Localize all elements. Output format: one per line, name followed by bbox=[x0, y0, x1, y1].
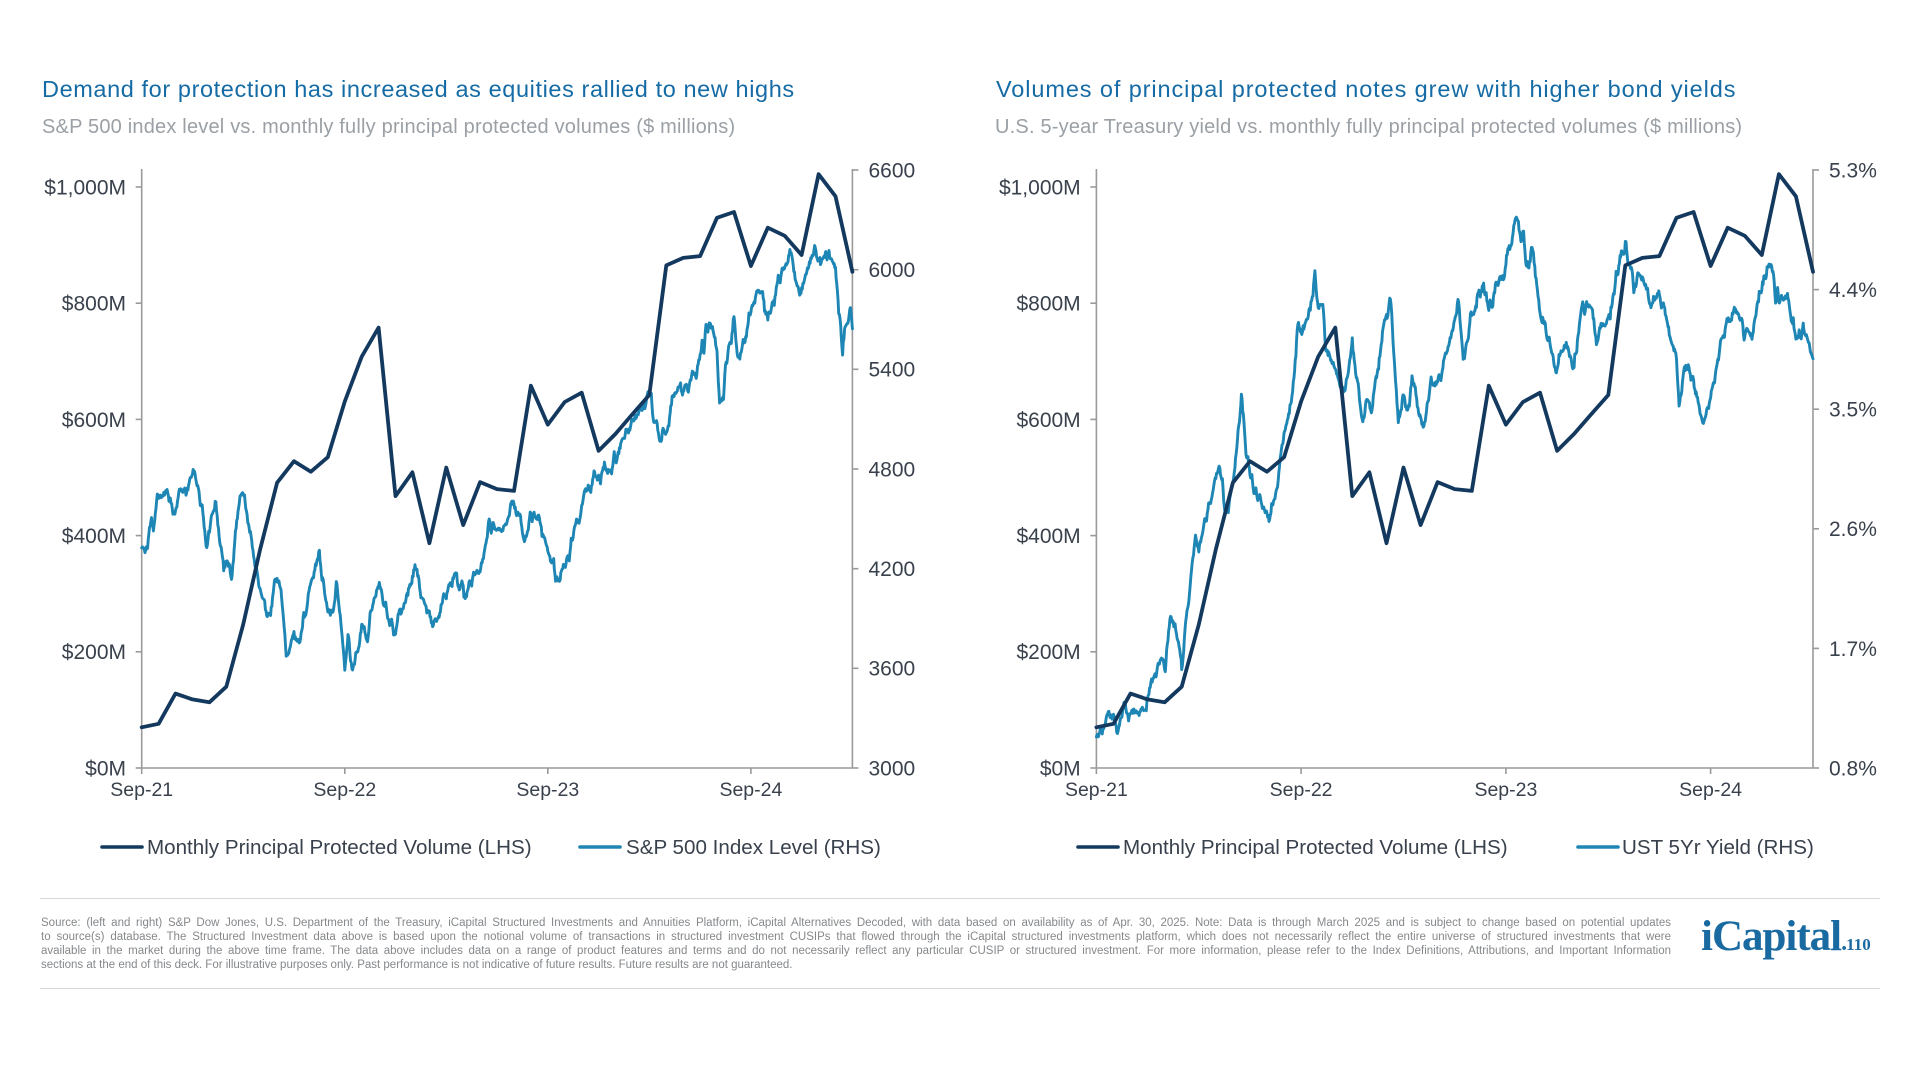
svg-text:UST 5Yr Yield (RHS): UST 5Yr Yield (RHS) bbox=[1622, 836, 1814, 859]
svg-text:6000: 6000 bbox=[869, 259, 916, 282]
svg-text:3000: 3000 bbox=[869, 757, 916, 780]
svg-text:Sep-21: Sep-21 bbox=[1065, 779, 1128, 801]
svg-text:6600: 6600 bbox=[869, 159, 916, 182]
svg-text:Sep-24: Sep-24 bbox=[719, 779, 782, 801]
svg-text:$0M: $0M bbox=[85, 757, 126, 780]
svg-text:Sep-22: Sep-22 bbox=[1270, 779, 1333, 801]
svg-text:Monthly Principal Protected Vo: Monthly Principal Protected Volume (LHS) bbox=[147, 836, 532, 859]
svg-text:$600M: $600M bbox=[1016, 409, 1080, 432]
svg-text:5400: 5400 bbox=[869, 359, 916, 382]
svg-text:0.8%: 0.8% bbox=[1829, 757, 1877, 780]
svg-text:3.5%: 3.5% bbox=[1829, 399, 1877, 422]
svg-text:1.7%: 1.7% bbox=[1829, 638, 1877, 661]
svg-text:4.4%: 4.4% bbox=[1829, 279, 1877, 302]
svg-text:4800: 4800 bbox=[869, 458, 916, 481]
svg-text:Sep-24: Sep-24 bbox=[1679, 779, 1742, 801]
svg-text:$400M: $400M bbox=[1016, 525, 1080, 548]
svg-text:Sep-21: Sep-21 bbox=[110, 779, 173, 801]
svg-text:$800M: $800M bbox=[62, 293, 126, 316]
svg-text:S&P 500 Index Level (RHS): S&P 500 Index Level (RHS) bbox=[626, 836, 881, 859]
svg-text:$1,000M: $1,000M bbox=[44, 176, 126, 199]
svg-text:5.3%: 5.3% bbox=[1829, 159, 1877, 182]
svg-text:$400M: $400M bbox=[62, 525, 126, 548]
svg-text:$600M: $600M bbox=[62, 409, 126, 432]
svg-text:Monthly Principal Protected Vo: Monthly Principal Protected Volume (LHS) bbox=[1123, 836, 1508, 859]
svg-text:$200M: $200M bbox=[62, 641, 126, 664]
svg-text:4200: 4200 bbox=[869, 558, 916, 581]
svg-text:Sep-23: Sep-23 bbox=[516, 779, 579, 801]
svg-text:2.6%: 2.6% bbox=[1829, 518, 1877, 541]
svg-text:$200M: $200M bbox=[1016, 641, 1080, 664]
svg-text:Sep-22: Sep-22 bbox=[313, 779, 376, 801]
svg-text:$1,000M: $1,000M bbox=[999, 176, 1081, 199]
svg-text:Sep-23: Sep-23 bbox=[1474, 779, 1537, 801]
svg-text:$800M: $800M bbox=[1016, 293, 1080, 316]
svg-text:3600: 3600 bbox=[869, 658, 916, 681]
svg-text:$0M: $0M bbox=[1040, 757, 1081, 780]
